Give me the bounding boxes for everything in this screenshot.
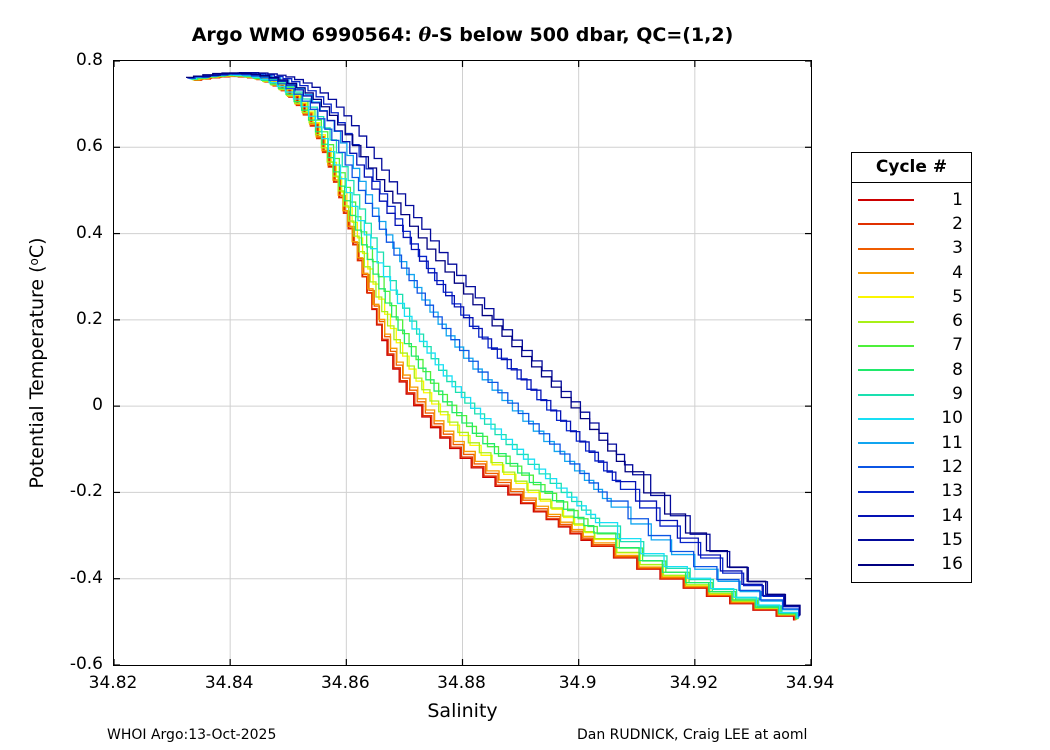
- x-tick-label: 34.88: [437, 673, 486, 693]
- x-tick-label: 34.9: [558, 673, 597, 693]
- legend-label: 6: [952, 311, 963, 332]
- legend-color-swatch: [858, 417, 914, 420]
- series-line: [199, 73, 799, 619]
- legend-row[interactable]: 5: [852, 285, 971, 309]
- legend-label: 5: [952, 286, 963, 307]
- plot-area: [114, 61, 811, 665]
- series-line: [190, 74, 797, 620]
- x-tick-label: 34.86: [320, 673, 370, 693]
- x-tick-label: 34.82: [88, 673, 138, 693]
- legend-color-swatch: [858, 515, 914, 517]
- title-prefix: Argo WMO 6990564:: [191, 24, 419, 46]
- legend-row[interactable]: 9: [852, 382, 971, 406]
- legend-color-swatch: [858, 442, 914, 445]
- legend-row[interactable]: 10: [852, 407, 971, 431]
- x-tick-label: 34.84: [204, 673, 254, 693]
- legend-row[interactable]: 11: [852, 431, 971, 455]
- legend-items: 1 2 3 4 5 6 7 8 9 10 11 12 13 14 15 16: [852, 183, 971, 582]
- legend-label: 10: [941, 408, 963, 429]
- legend-color-swatch: [858, 466, 914, 469]
- y-tick-label: 0.6: [75, 136, 103, 157]
- y-tick-label: 0.2: [75, 308, 103, 329]
- legend-row[interactable]: 1: [852, 188, 971, 212]
- legend-label: 15: [941, 529, 963, 550]
- tick-marks: [114, 61, 811, 665]
- legend-label: 9: [952, 384, 963, 405]
- legend-label: 13: [941, 481, 963, 502]
- series-line: [198, 74, 799, 620]
- legend-row[interactable]: 14: [852, 504, 971, 528]
- legend-label: 14: [941, 505, 963, 526]
- legend-row[interactable]: 8: [852, 358, 971, 382]
- legend-row[interactable]: 3: [852, 237, 971, 261]
- x-axis-label: Salinity: [427, 700, 498, 722]
- legend-row[interactable]: 6: [852, 309, 971, 333]
- legend-label: 1: [952, 189, 963, 210]
- legend-color-swatch: [858, 223, 914, 226]
- legend-row[interactable]: 13: [852, 480, 971, 504]
- data-series-group: [186, 71, 801, 621]
- y-axis-label: Potential Temperature (oC): [26, 237, 48, 489]
- chart-canvas: [114, 61, 811, 665]
- legend-label: 3: [952, 238, 963, 259]
- y-tick-label: 0: [92, 395, 103, 416]
- series-line: [202, 72, 801, 616]
- theta-symbol: θ: [418, 24, 432, 46]
- legend-color-swatch: [858, 199, 914, 202]
- legend-label: 16: [941, 554, 963, 575]
- title-suffix: -S below 500 dbar, QC=(1,2): [431, 24, 734, 46]
- series-line: [203, 71, 801, 616]
- y-tick-label: -0.6: [69, 654, 103, 674]
- y-axis-tick-labels: 0.8 0.6 0.4 0.2 0 -0.2 -0.4 -0.6: [0, 50, 103, 674]
- legend-label: 8: [952, 359, 963, 380]
- y-tick-label: 0.4: [75, 222, 103, 243]
- legend-row[interactable]: 15: [852, 528, 971, 552]
- series-line: [187, 72, 801, 616]
- y-tick-label: -0.4: [69, 567, 103, 588]
- plot-axes: [113, 60, 812, 666]
- legend-label: 2: [952, 213, 963, 234]
- y-tick-label: 0.8: [75, 50, 103, 70]
- legend: Cycle # 1 2 3 4 5 6 7 8 9 10 11 12 13 14 15 16: [851, 152, 972, 583]
- footer-source: WHOI Argo:13-Oct-2025: [107, 727, 277, 743]
- x-tick-label: 34.92: [669, 673, 719, 693]
- legend-color-swatch: [858, 296, 914, 299]
- legend-color-swatch: [858, 563, 914, 566]
- legend-row[interactable]: 7: [852, 334, 971, 358]
- x-tick-label: 34.94: [785, 673, 835, 693]
- legend-color-swatch: [858, 490, 914, 493]
- legend-label: 11: [941, 432, 963, 453]
- series-line: [201, 73, 800, 618]
- series-line: [188, 73, 800, 618]
- legend-color-swatch: [858, 369, 914, 372]
- footer-credits: Dan RUDNICK, Craig LEE at aoml: [577, 727, 808, 743]
- legend-color-swatch: [858, 393, 914, 396]
- x-axis-tick-labels: 34.82 34.84 34.86 34.88 34.9 34.92 34.94: [89, 673, 835, 699]
- y-tick-label: -0.2: [69, 481, 103, 502]
- gridlines: [114, 61, 811, 665]
- legend-color-swatch: [858, 320, 914, 323]
- legend-label: 12: [941, 456, 963, 477]
- page-title: Argo WMO 6990564: θ-S below 500 dbar, QC…: [113, 24, 812, 46]
- legend-row[interactable]: 2: [852, 212, 971, 236]
- legend-color-swatch: [858, 272, 914, 275]
- legend-row[interactable]: 12: [852, 455, 971, 479]
- legend-color-swatch: [858, 344, 914, 347]
- legend-row[interactable]: 16: [852, 552, 971, 576]
- legend-color-swatch: [858, 247, 914, 250]
- legend-title: Cycle #: [852, 153, 971, 183]
- legend-row[interactable]: 4: [852, 261, 971, 285]
- legend-label: 7: [952, 335, 963, 356]
- degree-symbol: o: [27, 258, 41, 266]
- legend-label: 4: [952, 262, 963, 283]
- legend-color-swatch: [858, 539, 914, 542]
- series-line: [186, 72, 801, 616]
